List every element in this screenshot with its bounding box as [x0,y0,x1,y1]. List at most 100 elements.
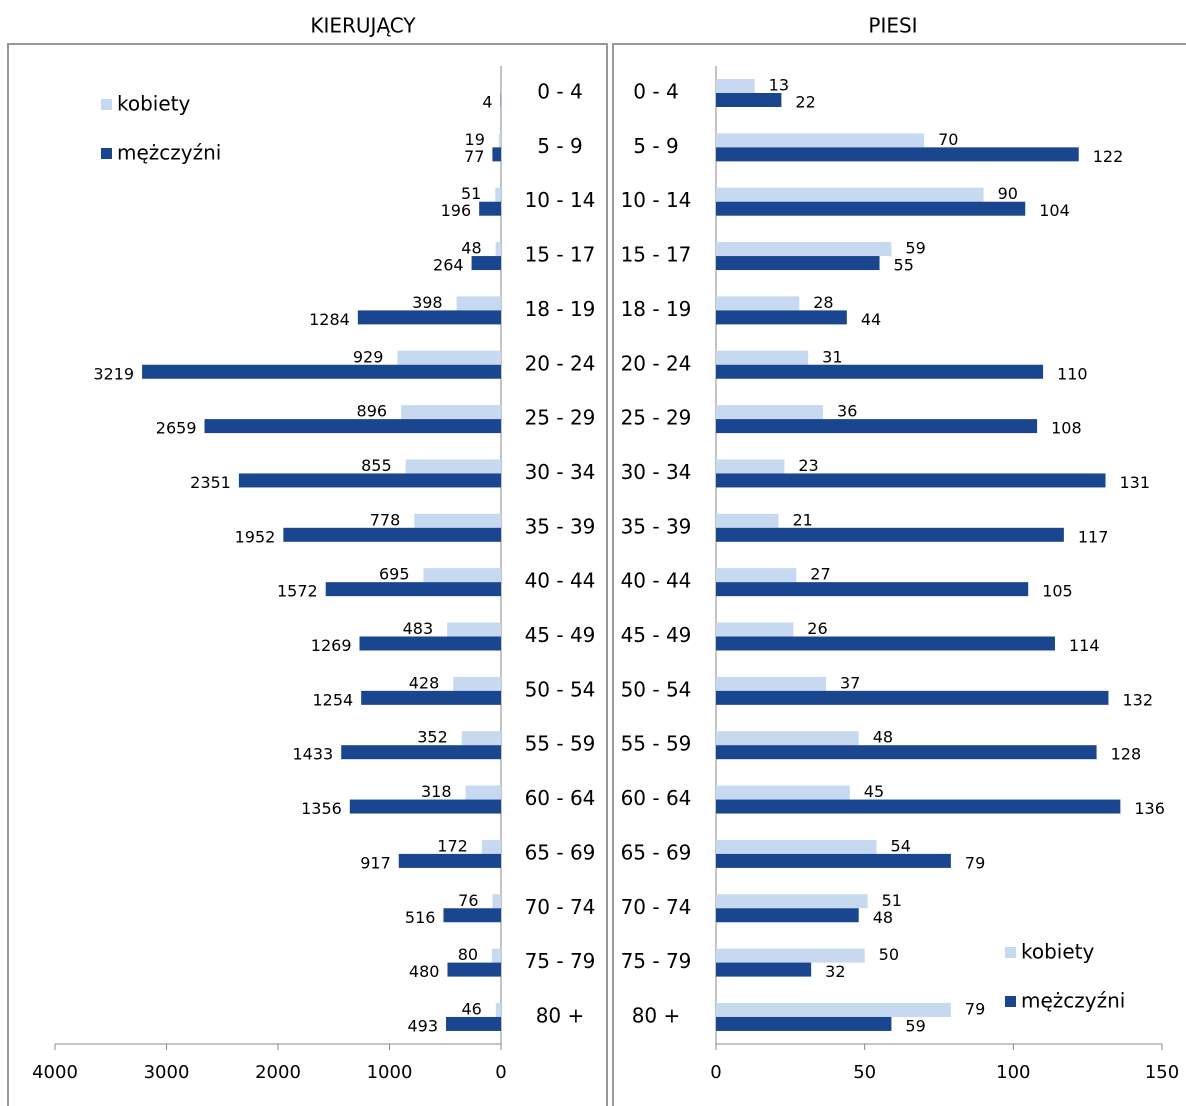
data-label: 132 [1122,690,1153,709]
category-label: 18 - 19 [525,297,596,321]
data-label: 76 [458,891,478,910]
x-tick-label: 1000 [367,1062,413,1083]
category-label: 80 + [536,1003,585,1027]
bar [341,745,501,760]
data-label: 1356 [301,799,342,818]
legend-label: kobiety [117,92,191,116]
data-label: 80 [458,945,478,964]
bar [142,364,502,379]
category-label: 45 - 49 [525,623,596,647]
data-label: 128 [1111,745,1142,764]
data-label: 896 [357,402,388,421]
data-label: 105 [1042,582,1073,601]
category-label: 18 - 19 [621,297,692,321]
bar [716,568,797,583]
x-tick-label: 2000 [255,1062,301,1083]
category-label: 75 - 79 [621,949,692,973]
data-label: 27 [810,565,830,584]
data-label: 136 [1134,799,1165,818]
category-label: 15 - 17 [525,243,596,267]
bar [456,296,501,311]
data-label: 114 [1069,636,1100,655]
data-label: 929 [353,347,384,366]
category-label: 65 - 69 [525,840,596,864]
legend-swatch [101,148,112,159]
bar [325,582,501,597]
chart-title: PIESI [868,14,917,38]
x-tick-label: 100 [996,1062,1030,1083]
data-label: 2351 [190,473,231,492]
bar [461,731,501,746]
bar [716,133,925,148]
bar [716,147,1079,162]
data-label: 51 [882,891,902,910]
bar [716,201,1026,216]
data-label: 45 [864,782,884,801]
bar [716,582,1029,597]
category-label: 80 + [632,1003,681,1027]
data-label: 31 [822,347,842,366]
data-label: 398 [412,293,443,312]
bar [401,405,501,420]
data-label: 1254 [312,690,353,709]
data-label: 110 [1057,364,1088,383]
category-label: 0 - 4 [537,80,582,104]
bar [716,187,984,202]
panel-border [612,43,1186,1106]
category-label: 10 - 14 [621,188,692,212]
data-label: 51 [461,184,481,203]
bar [453,676,501,691]
legend-swatch [1005,996,1016,1007]
data-label: 855 [361,456,392,475]
data-label: 77 [464,147,484,166]
category-label: 10 - 14 [525,188,596,212]
x-tick-label: 0 [495,1062,506,1083]
data-label: 493 [407,1016,438,1035]
category-label: 35 - 39 [621,514,692,538]
bar [492,948,501,963]
bar [716,1016,892,1031]
bar [465,785,501,800]
data-label: 264 [433,256,464,275]
bar [398,853,501,868]
category-label: 50 - 54 [621,677,692,701]
x-tick-label: 3000 [144,1062,190,1083]
data-label: 55 [894,256,914,275]
bar [716,731,859,746]
bar [361,690,501,705]
bar [397,350,501,365]
x-tick-label: 50 [853,1062,876,1083]
category-label: 5 - 9 [537,134,582,158]
data-label: 1572 [277,582,318,601]
data-label: 59 [905,239,925,258]
category-label: 5 - 9 [633,134,678,158]
data-label: 1284 [309,310,350,329]
data-label: 3219 [93,364,134,383]
bar [716,256,880,271]
data-label: 22 [795,93,815,112]
bar [492,894,501,909]
category-label: 55 - 59 [525,732,596,756]
bar [447,622,501,637]
data-label: 1433 [293,745,334,764]
bar [716,948,865,963]
category-label: 50 - 54 [525,677,596,701]
data-label: 13 [769,76,789,95]
bar [283,527,501,542]
category-label: 20 - 24 [621,351,692,375]
data-label: 48 [873,728,893,747]
bar [716,962,812,977]
category-label: 20 - 24 [525,351,596,375]
data-label: 36 [837,402,857,421]
bar [716,894,868,909]
bar [716,513,779,528]
data-label: 108 [1051,419,1082,438]
bar [238,473,501,488]
data-label: 4 [482,93,492,112]
data-label: 480 [409,962,440,981]
data-label: 172 [437,836,468,855]
data-label: 28 [813,293,833,312]
bar [716,364,1044,379]
data-label: 778 [370,510,401,529]
bar [204,419,502,434]
